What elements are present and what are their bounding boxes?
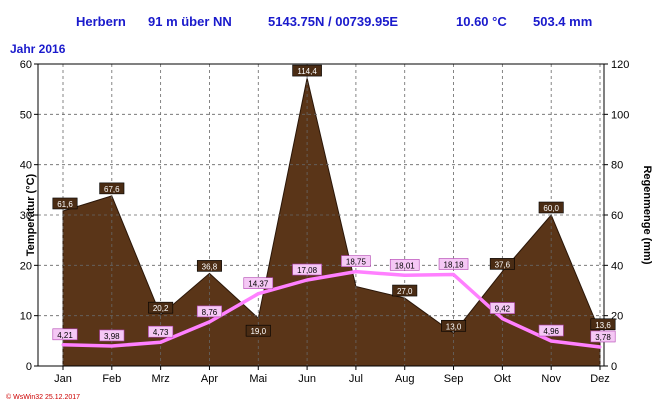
right-axis-tick-label: 80 xyxy=(611,160,623,172)
rain-value-label-box xyxy=(489,258,515,270)
temperature-point xyxy=(159,340,163,344)
temperature-value-label-box xyxy=(292,263,322,276)
temperature-point xyxy=(403,273,407,277)
temperature-value-label-box xyxy=(538,324,564,337)
rain-value-label: 27,0 xyxy=(397,287,413,296)
temperature-point xyxy=(207,320,211,324)
temperature-value-label-box xyxy=(341,255,371,267)
right-axis-tick-label: 0 xyxy=(611,361,617,373)
rain-value-label-box xyxy=(441,319,467,332)
x-axis-tick-label: Aug xyxy=(395,373,415,385)
year-label: Jahr 2016 xyxy=(10,42,66,56)
temperature-value-label-box xyxy=(489,302,515,314)
temperature-value-label: 8,76 xyxy=(202,308,218,317)
temperature-line xyxy=(62,269,601,349)
rain-value-label-box xyxy=(590,318,616,331)
right-axis-title: Regenmenge (mm) xyxy=(641,165,653,264)
temperature-value-label: 4,96 xyxy=(543,327,559,336)
rain-value-label-box xyxy=(99,182,125,195)
rain-value-label-box xyxy=(148,301,174,314)
temperature-value-label: 18,01 xyxy=(395,261,416,270)
rain-value-label: 13,6 xyxy=(595,321,611,330)
temperature-value-label-box xyxy=(148,325,174,338)
temperature-point xyxy=(500,317,504,321)
temperature-point xyxy=(110,344,114,348)
temperature-point xyxy=(549,339,553,343)
x-axis-tick-label: Mrz xyxy=(151,373,169,385)
mean-temperature: 10.60 °C xyxy=(456,14,507,29)
temperature-value-label-box xyxy=(590,330,616,343)
rain-value-label-box xyxy=(392,284,418,297)
rain-value-label: 19,0 xyxy=(250,327,266,336)
station-name: Herbern xyxy=(76,14,126,29)
rain-value-label: 20,2 xyxy=(153,304,169,313)
temperature-point xyxy=(598,345,602,349)
temperature-value-label-box xyxy=(438,258,469,270)
total-precipitation: 503.4 mm xyxy=(533,14,593,29)
x-axis-tick-label: Jul xyxy=(349,373,363,385)
x-axis-tick-label: Apr xyxy=(201,373,218,385)
left-axis-tick-label: 60 xyxy=(20,59,32,71)
temperature-value-label-box xyxy=(389,259,420,271)
station-coordinates: 5143.75N / 00739.95E xyxy=(268,14,399,29)
x-axis-tick-label: Jan xyxy=(54,373,72,385)
left-axis-tick-label: 40 xyxy=(20,160,32,172)
rain-value-label: 36,8 xyxy=(202,262,218,271)
rain-value-label-box xyxy=(52,197,78,210)
temperature-value-label: 14,37 xyxy=(248,280,269,289)
right-axis-tick-label: 40 xyxy=(611,260,623,272)
station-elevation: 91 m über NN xyxy=(148,14,232,29)
rain-value-label: 61,6 xyxy=(57,200,73,209)
temperature-point xyxy=(354,270,358,274)
left-axis-title: Temperatur (°C) xyxy=(25,173,37,256)
left-axis-tick-label: 30 xyxy=(20,210,32,222)
right-axis-tick-label: 60 xyxy=(611,210,623,222)
temperature-point xyxy=(256,292,260,296)
left-axis-tick-label: 10 xyxy=(20,311,32,323)
temperature-value-label-box xyxy=(243,277,274,289)
left-axis-tick-label: 0 xyxy=(26,361,32,373)
temperature-value-label-box xyxy=(52,328,78,341)
rain-value-label: 13,0 xyxy=(446,322,462,331)
right-axis-tick-label: 100 xyxy=(611,109,629,121)
rain-value-label-box xyxy=(196,260,222,272)
x-axis-tick-label: Mai xyxy=(249,373,267,385)
temperature-point xyxy=(452,272,456,276)
rain-value-label: 67,6 xyxy=(104,185,120,194)
temperature-value-label: 18,75 xyxy=(346,258,367,267)
rain-value-label: 37,6 xyxy=(495,260,511,269)
temperature-value-label: 18,18 xyxy=(444,260,465,269)
temperature-value-label: 4,21 xyxy=(57,331,73,340)
rain-value-label: 114,4 xyxy=(297,67,317,76)
x-axis-tick-label: Dez xyxy=(590,373,610,385)
temperature-value-label-box xyxy=(196,305,222,318)
temperature-value-label: 4,73 xyxy=(153,328,169,337)
x-axis-tick-label: Sep xyxy=(444,373,464,385)
temperature-point xyxy=(61,343,65,347)
left-axis-tick-label: 50 xyxy=(20,109,32,121)
rain-value-label-box xyxy=(538,201,564,214)
temperature-value-label: 17,08 xyxy=(297,266,318,275)
temperature-value-label-box xyxy=(99,329,125,342)
rain-value-label-box xyxy=(292,64,322,77)
temperature-value-label: 9,42 xyxy=(495,305,511,314)
left-axis-tick-label: 20 xyxy=(20,260,32,272)
temperature-value-label: 3,78 xyxy=(595,333,611,342)
temperature-point xyxy=(305,278,309,282)
x-axis-tick-label: Feb xyxy=(102,373,121,385)
x-axis-tick-label: Jun xyxy=(298,373,316,385)
rain-value-label-box xyxy=(245,324,271,337)
temperature-value-label: 3,98 xyxy=(104,332,120,341)
x-axis-tick-label: Nov xyxy=(541,373,561,385)
software-credit: © WsWin32 25.12.2017 xyxy=(6,394,81,401)
x-axis-tick-label: Okt xyxy=(494,373,511,385)
rain-value-label: 60,0 xyxy=(543,204,559,213)
right-axis-tick-label: 120 xyxy=(611,59,629,71)
